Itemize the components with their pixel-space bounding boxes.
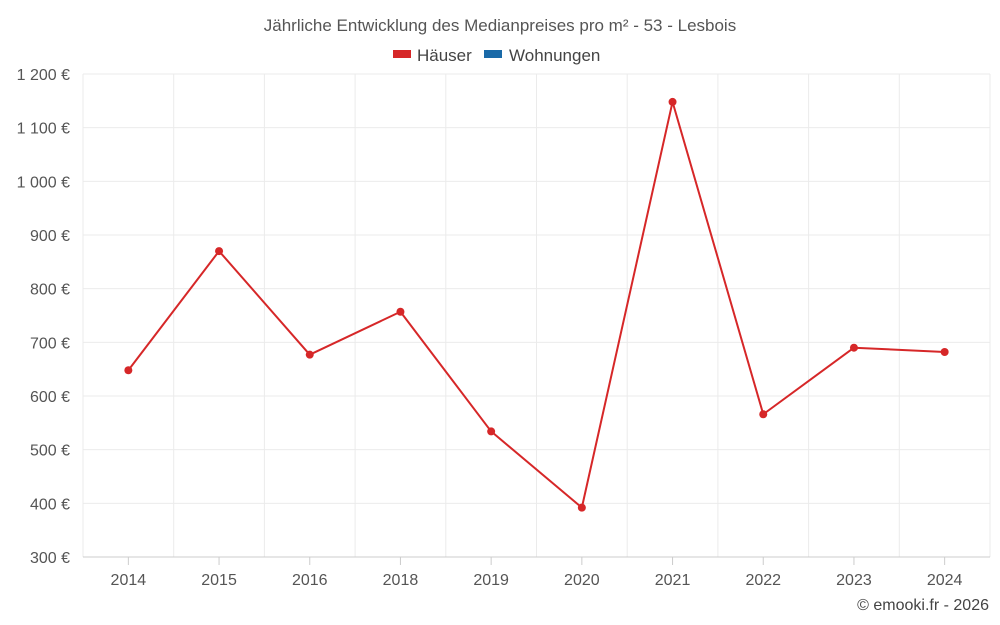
data-point[interactable] — [668, 97, 677, 106]
x-tick-label: 2015 — [201, 572, 237, 589]
x-tick-label: 2020 — [564, 572, 600, 589]
legend-swatch-wohnungen — [484, 50, 502, 58]
data-point[interactable] — [305, 350, 314, 359]
series-line-0 — [127, 100, 945, 509]
data-point[interactable] — [577, 503, 586, 512]
x-tick-label: 2018 — [383, 572, 419, 589]
y-tick-label: 800 € — [30, 282, 70, 299]
x-tick-label: 2014 — [111, 572, 147, 589]
y-tick-label: 500 € — [30, 443, 70, 460]
y-tick-label: 700 € — [30, 335, 70, 352]
x-tick-label: 2019 — [473, 572, 509, 589]
series-layer — [124, 97, 949, 512]
y-tick-label: 300 € — [30, 550, 70, 567]
y-tick-label: 1 000 € — [17, 174, 70, 191]
data-point[interactable] — [940, 347, 949, 356]
data-point[interactable] — [487, 427, 496, 436]
legend-label-haeuser: Häuser — [417, 46, 472, 65]
legend-item-wohnungen[interactable]: Wohnungen — [484, 46, 600, 65]
y-tick-label: 600 € — [30, 389, 70, 406]
x-tick-label: 2021 — [655, 572, 691, 589]
credit-text: © emooki.fr - 2026 — [857, 597, 989, 614]
data-point[interactable] — [396, 307, 405, 316]
data-point[interactable] — [849, 343, 858, 352]
legend-label-wohnungen: Wohnungen — [509, 46, 600, 65]
axes: 300 € 400 € 500 € 600 € 700 € 800 € 900 € 1 000… — [17, 67, 990, 589]
y-tick-label: 1 100 € — [17, 121, 70, 138]
x-tick-label: 2016 — [292, 572, 328, 589]
y-tick-label: 1 200 € — [17, 67, 70, 84]
legend: Häuser Wohnungen — [393, 46, 600, 65]
grid — [82, 73, 991, 557]
x-tick-label: 2024 — [927, 572, 963, 589]
data-point[interactable] — [124, 366, 133, 375]
y-tick-label: 900 € — [30, 228, 70, 245]
legend-item-haeuser[interactable]: Häuser — [393, 46, 472, 65]
data-point[interactable] — [215, 247, 224, 256]
y-tick-label: 400 € — [30, 496, 70, 513]
legend-swatch-haeuser — [393, 50, 411, 58]
x-tick-label: 2022 — [745, 572, 781, 589]
x-tick-label: 2023 — [836, 572, 872, 589]
data-point[interactable] — [759, 410, 768, 419]
chart-title: Jährliche Entwicklung des Medianpreises … — [264, 16, 736, 35]
